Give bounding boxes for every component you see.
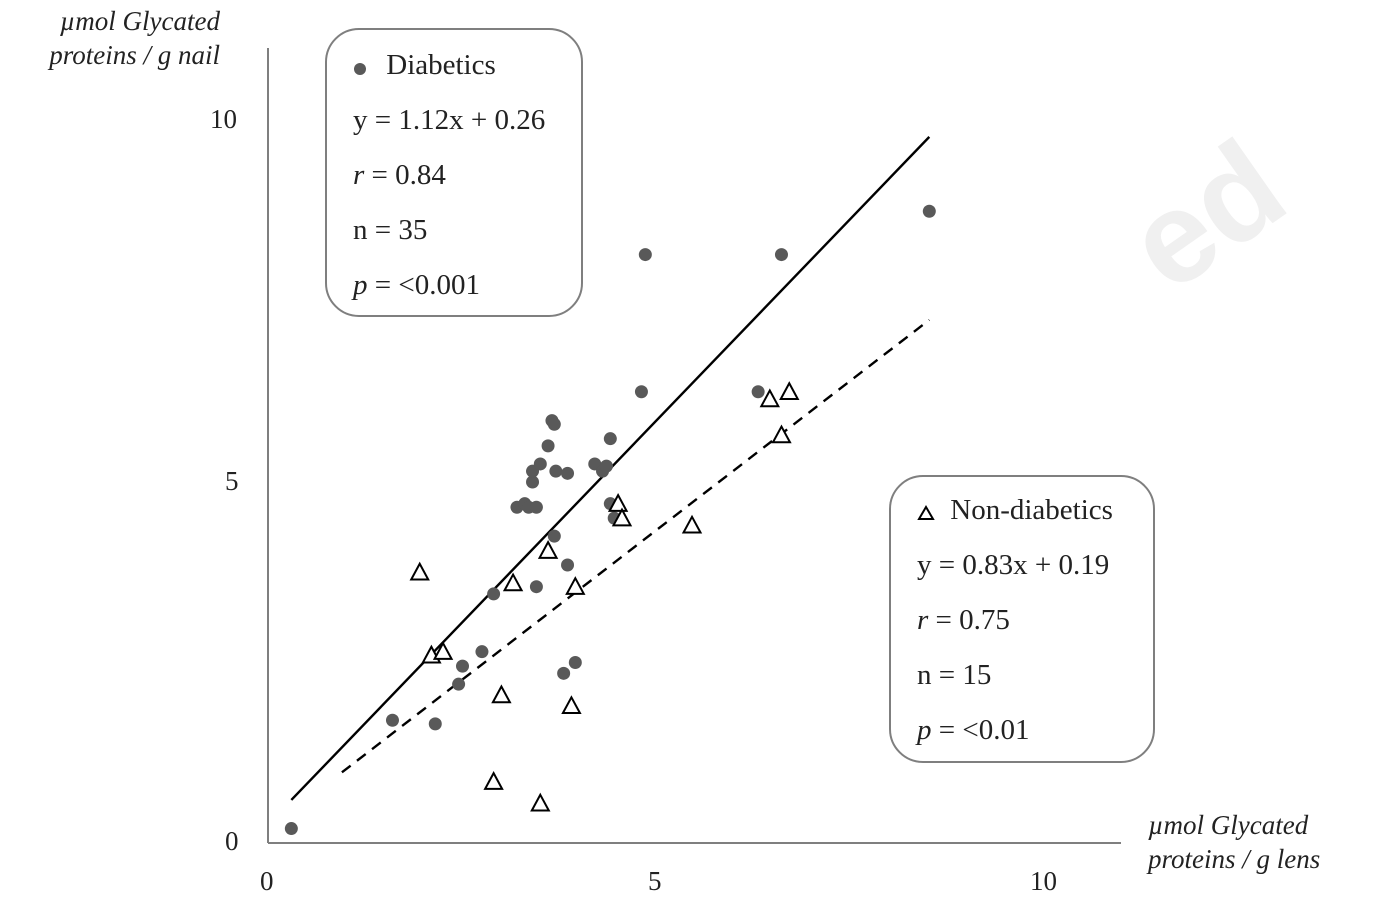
point-non-diabetics-4: [491, 684, 512, 704]
point-non-diabetics-9: [565, 576, 586, 595]
legend-diabetics-entry: Diabetics: [353, 48, 496, 84]
open-triangle-icon: [917, 495, 943, 529]
point-diabetics-1: [385, 713, 399, 727]
point-non-diabetics-11: [611, 507, 633, 527]
point-diabetics-13: [529, 580, 543, 594]
point-non-diabetics-14: [759, 388, 780, 408]
p-symbol: p: [353, 269, 368, 301]
legend-diabetics-p: p = <0.001: [353, 268, 480, 302]
point-non-diabetics-2: [432, 641, 454, 660]
point-non-diabetics-10: [607, 493, 629, 512]
x-axis-title-line-2: proteins / g lens: [1148, 844, 1321, 874]
filled-circle-icon: [353, 50, 379, 84]
x-tick-label-5: 5: [648, 866, 662, 896]
point-non-diabetics-0: [409, 561, 430, 581]
legend-diabetics: Diabetics y = 1.12x + 0.26 r = 0.84 n = …: [325, 28, 583, 317]
point-non-diabetics-7: [537, 539, 559, 559]
point-diabetics-2: [428, 717, 442, 731]
point-non-diabetics-5: [502, 572, 524, 592]
point-diabetics-20: [557, 666, 571, 680]
legend-diabetics-equation: y = 1.12x + 0.26: [353, 104, 546, 136]
legend-non-diabetics-p: p = <0.01: [917, 713, 1029, 747]
p-symbol: p: [917, 714, 932, 746]
x-axis-title: µmol Glycated proteins / g lens: [1148, 808, 1362, 876]
point-diabetics-27: [603, 432, 617, 446]
point-diabetics-3: [452, 677, 466, 691]
y-axis-title-line-2: proteins / g nail: [49, 40, 220, 70]
point-diabetics-19: [549, 464, 563, 478]
point-non-diabetics-15: [779, 381, 800, 400]
y-axis-title-line-1: µmol Glycated: [59, 6, 220, 36]
legend-diabetics-n: n = 35: [353, 214, 428, 246]
point-non-diabetics-13: [771, 424, 792, 444]
x-axis-title-line-1: µmol Glycated: [1148, 810, 1309, 840]
point-diabetics-32: [751, 385, 765, 399]
point-diabetics-22: [561, 558, 575, 572]
point-diabetics-18: [547, 529, 561, 543]
point-diabetics-14: [533, 457, 547, 471]
legend-non-diabetics-r: r = 0.75: [917, 603, 1010, 637]
x-tick-label-10: 10: [1030, 866, 1057, 896]
y-tick-label-10: 10: [210, 104, 237, 134]
point-diabetics-21: [561, 466, 575, 480]
point-diabetics-6: [487, 587, 501, 601]
point-diabetics-15: [541, 439, 555, 453]
point-non-diabetics-6: [530, 792, 551, 812]
point-diabetics-4: [456, 659, 469, 673]
legend-non-diabetics: Non-diabetics y = 0.83x + 0.19 r = 0.75 …: [889, 475, 1155, 763]
legend-diabetics-r: r = 0.84: [353, 158, 446, 192]
r-symbol: r: [917, 604, 929, 636]
point-non-diabetics-3: [483, 771, 504, 790]
r-symbol: r: [353, 159, 365, 191]
point-non-diabetics-12: [681, 514, 703, 534]
r-value: = 0.75: [928, 604, 1010, 636]
legend-non-diabetics-n: n = 15: [917, 659, 992, 691]
y-axis-title: µmol Glycated proteins / g nail: [6, 4, 220, 72]
point-diabetics-10: [526, 475, 540, 489]
point-diabetics-33: [774, 248, 788, 262]
point-non-diabetics-8: [561, 695, 582, 715]
point-diabetics-26: [599, 459, 613, 473]
p-value: = <0.001: [367, 269, 480, 301]
p-value: = <0.01: [931, 714, 1030, 746]
y-tick-label-0: 0: [225, 826, 239, 856]
x-tick-label-0: 0: [260, 866, 274, 896]
point-diabetics-23: [568, 656, 582, 669]
point-diabetics-0: [284, 822, 298, 836]
point-diabetics-34: [922, 204, 936, 218]
legend-non-diabetics-equation: y = 0.83x + 0.19: [917, 549, 1110, 581]
point-diabetics-5: [475, 645, 489, 659]
y-tick-label-5: 5: [225, 466, 239, 496]
point-diabetics-17: [547, 417, 561, 431]
legend-non-diabetics-title: Non-diabetics: [950, 494, 1113, 526]
data-points: [284, 204, 936, 836]
trendline-non-diabetics: [341, 318, 931, 774]
legend-non-diabetics-entry: Non-diabetics: [917, 493, 1113, 529]
point-diabetics-30: [634, 385, 648, 399]
r-value: = 0.84: [364, 159, 446, 191]
point-diabetics-12: [529, 500, 543, 514]
legend-diabetics-title: Diabetics: [386, 49, 496, 81]
point-diabetics-31: [638, 248, 652, 262]
